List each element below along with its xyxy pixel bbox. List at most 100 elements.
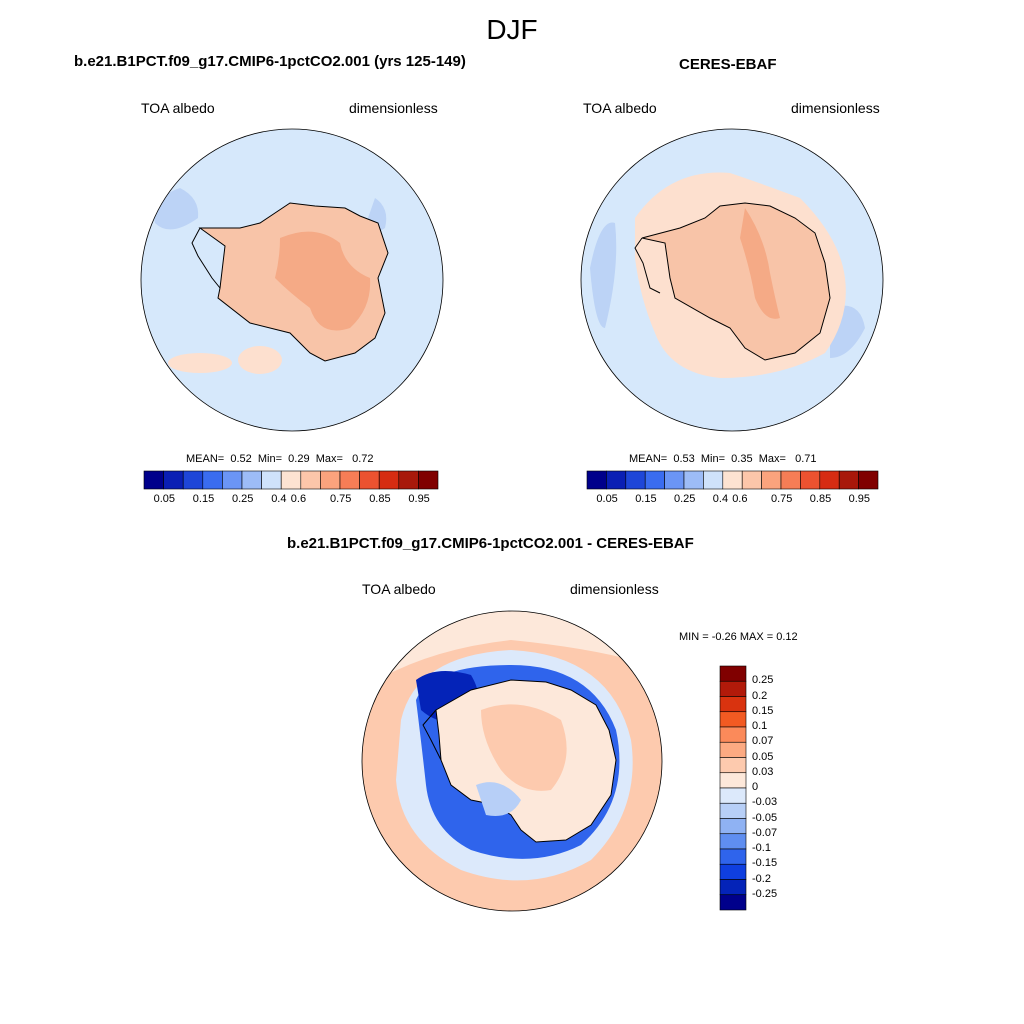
colorbar-tick-label: 0.25: [232, 493, 254, 505]
colorbar-swatch: [339, 470, 360, 490]
colorbar-swatch: [719, 879, 747, 896]
colorbar-tick-label: -0.1: [752, 842, 771, 854]
colorbar-swatch: [703, 470, 724, 490]
colorbar-swatch: [320, 470, 341, 490]
colorbar-swatch: [398, 470, 419, 490]
ross-sea-patch: [476, 782, 521, 816]
colorbar-swatch: [378, 470, 400, 490]
colorbar-swatch: [719, 848, 747, 865]
colorbar-swatch: [586, 470, 607, 490]
colorbar-swatch: [719, 665, 747, 682]
panel-2-map: [580, 128, 884, 432]
panel-1-units: dimensionless: [349, 100, 438, 116]
antarctica-interior: [740, 208, 780, 319]
colorbar-swatch: [719, 772, 747, 789]
colorbar-swatch: [719, 726, 747, 743]
colorbar-tick-label: 0.2: [752, 689, 768, 702]
antarctica-interior: [275, 231, 371, 331]
colorbar-tick-label: -0.25: [752, 887, 778, 900]
colorbar-swatch: [719, 818, 747, 835]
panel-2-colorbar-ticks: 0.05 0.15 0.25 0.4 0.6 0.75 0.85 0.95: [587, 493, 878, 507]
panel-1-colorbar: [143, 470, 439, 490]
panel-2-stats: MEAN= 0.53 Min= 0.35 Max= 0.71: [629, 453, 817, 465]
figure-title: DJF: [486, 14, 538, 45]
colorbar-tick-label: 0.05: [153, 493, 176, 505]
colorbar-swatch: [819, 470, 840, 490]
colorbar-swatch: [241, 470, 262, 490]
diff-minmax: MIN = -0.26 MAX = 0.12: [679, 631, 798, 643]
colorbar-swatch: [664, 470, 685, 490]
colorbar-tick-label: 0.15: [752, 704, 774, 717]
colorbar-tick-label: 0.07: [752, 735, 774, 748]
colorbar-tick-label: 0.15: [192, 493, 215, 505]
ice-patch: [590, 222, 617, 328]
colorbar-tick-label: 0.75: [771, 493, 793, 505]
colorbar-tick-label: 0.75: [330, 493, 352, 505]
colorbar-swatch: [719, 711, 747, 728]
diff-panel-title: b.e21.B1PCT.f09_g17.CMIP6-1pctCO2.001 - …: [287, 535, 694, 552]
colorbar-swatch: [719, 741, 747, 758]
panel-2-variable: TOA albedo: [583, 100, 657, 116]
colorbar-tick-label: -0.07: [752, 826, 778, 839]
colorbar-tick-label: 0.25: [674, 493, 696, 505]
colorbar-swatch: [359, 470, 380, 490]
colorbar-swatch: [261, 470, 282, 490]
colorbar-swatch: [202, 470, 223, 490]
colorbar-swatch: [625, 470, 646, 490]
panel-2-title: CERES-EBAF: [679, 56, 777, 73]
sea-ice-patch: [238, 346, 282, 374]
colorbar-swatch: [761, 470, 782, 490]
colorbar-tick-label: 0: [752, 781, 759, 793]
colorbar-tick-label: 0.6: [290, 493, 307, 505]
colorbar-swatch: [719, 696, 747, 713]
colorbar-tick-label: 0.95: [848, 493, 871, 505]
panel-1-colorbar-ticks: 0.05 0.15 0.25 0.4 0.6 0.75 0.85 0.95: [144, 493, 438, 507]
colorbar-tick-label: 0.15: [635, 493, 657, 505]
land-light-patch: [481, 704, 567, 791]
colorbar-tick-label: 0.05: [752, 750, 774, 763]
colorbar-swatch: [719, 757, 747, 774]
colorbar-tick-label: 0.25: [752, 674, 774, 687]
colorbar-tick-label: 0.03: [752, 765, 774, 778]
sea-ice-patch: [168, 353, 232, 373]
colorbar-swatch: [838, 470, 859, 490]
diff-colorbar: [719, 665, 747, 911]
panel-1-title: b.e21.B1PCT.f09_g17.CMIP6-1pctCO2.001 (y…: [74, 53, 466, 70]
colorbar-swatch: [722, 470, 743, 490]
colorbar-tick-label: -0.15: [752, 857, 778, 870]
panel-2-colorbar: [586, 470, 879, 490]
colorbar-swatch: [280, 470, 302, 490]
colorbar-tick-label: -0.03: [752, 796, 778, 809]
diff-colorbar-ticks: 0.25 0.2 0.15 0.1 0.07 0.05 0.03 0 -0.03 -0.05 -0.…: [752, 666, 812, 910]
colorbar-swatch: [222, 470, 243, 490]
colorbar-swatch: [719, 833, 747, 850]
colorbar-swatch: [719, 863, 747, 880]
colorbar-tick-label: 0.6: [732, 493, 748, 505]
colorbar-swatch: [300, 470, 321, 490]
colorbar-swatch: [741, 470, 762, 490]
panel-1-variable: TOA albedo: [141, 100, 215, 116]
peninsula: [634, 237, 661, 294]
colorbar-swatch: [182, 470, 204, 490]
antarctica-land: [641, 202, 831, 361]
colorbar-swatch: [418, 470, 439, 490]
panel-1-stats: MEAN= 0.52 Min= 0.29 Max= 0.72: [186, 453, 374, 465]
colorbar-swatch: [719, 787, 747, 804]
colorbar-swatch: [143, 470, 164, 490]
colorbar-tick-label: -0.05: [752, 811, 778, 824]
colorbar-swatch: [644, 470, 665, 490]
colorbar-tick-label: 0.4: [712, 493, 729, 505]
panel-1-map: [140, 128, 444, 432]
diff-panel-variable: TOA albedo: [362, 581, 436, 597]
colorbar-tick-label: 0.95: [408, 493, 430, 505]
colorbar-tick-label: 0.05: [596, 493, 618, 505]
colorbar-swatch: [858, 470, 879, 490]
colorbar-swatch: [683, 470, 704, 490]
peninsula: [422, 709, 442, 761]
colorbar-swatch: [606, 470, 627, 490]
colorbar-tick-label: 0.1: [752, 720, 768, 732]
colorbar-swatch: [719, 802, 747, 819]
diff-panel-units: dimensionless: [570, 581, 659, 597]
peninsula: [191, 227, 221, 289]
colorbar-swatch: [163, 470, 184, 490]
